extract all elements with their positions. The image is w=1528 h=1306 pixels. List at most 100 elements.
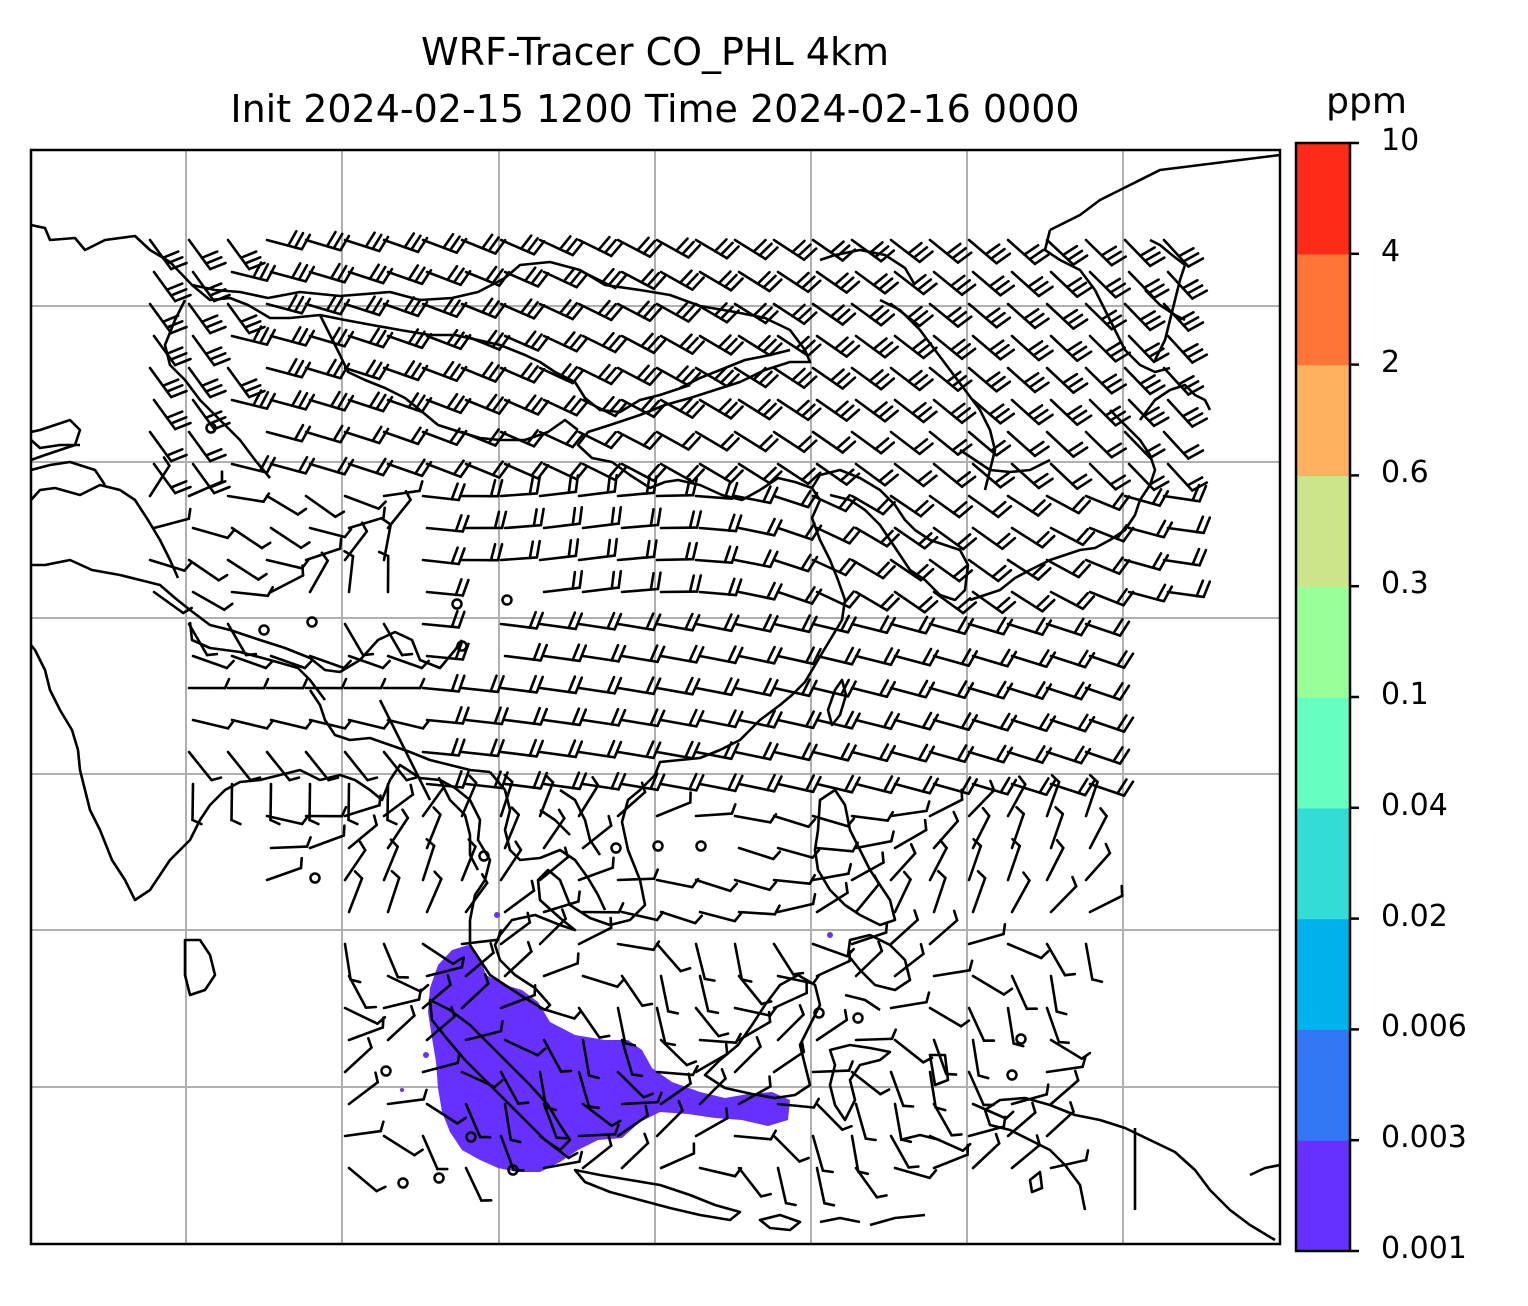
wind-barb-flag [613, 537, 619, 557]
wind-barb-flag [539, 643, 549, 662]
wind-barb-flag [901, 1104, 915, 1108]
wind-barb-flag [539, 707, 549, 726]
wind-barb-shaft [382, 489, 421, 498]
wind-barb-shaft [733, 1006, 772, 1017]
wind-barb-flag [165, 255, 184, 265]
wind-barb-flag [454, 577, 463, 597]
wind-barb-shaft [347, 516, 385, 530]
wind-barb-shaft [347, 1026, 385, 1042]
wind-barb-flag [208, 261, 227, 271]
wind-barb-shaft [464, 881, 489, 914]
wind-barb-flag [491, 460, 504, 477]
wind-barb-flag [183, 561, 193, 572]
wind-barb-flag [868, 305, 884, 319]
wind-barb-shaft [343, 942, 352, 981]
wind-barb-flag [381, 267, 394, 285]
wind-barb-shaft [698, 910, 737, 923]
wind-barb-shaft [967, 366, 998, 393]
wind-barb-flag [798, 1156, 810, 1163]
wind-barb-shaft [698, 1077, 727, 1106]
wind-barb-flag [161, 314, 180, 324]
wind-barb-shaft [971, 398, 1002, 425]
wind-barb-flag [881, 851, 885, 864]
wind-barb-flag [454, 769, 463, 789]
wind-barb-flag [532, 770, 542, 789]
wind-barb-flag [713, 366, 728, 381]
wind-barb-flag [461, 642, 470, 661]
wind-barb-flag [720, 1068, 727, 1080]
wind-barb-flag [1114, 287, 1131, 299]
wind-barb-flag [684, 541, 692, 561]
wind-barb-flag [422, 1088, 428, 1101]
wind-barb-flag [450, 673, 459, 693]
wind-barb-flag [325, 230, 337, 248]
wind-barb-flag [1104, 842, 1112, 855]
wind-barb-flag [1198, 484, 1208, 503]
wind-barb-flag [530, 269, 543, 285]
wind-barb-flag [681, 368, 695, 384]
wind-barb-shaft [655, 493, 695, 498]
wind-barb-flag [875, 497, 890, 512]
wind-barb-flag [1105, 314, 1123, 326]
wind-barb-shaft [737, 1166, 763, 1198]
wind-barb-flag [766, 581, 776, 600]
wind-barb-shaft [772, 238, 806, 262]
wind-barb-shaft [620, 1100, 660, 1106]
wind-barb-shaft [889, 1134, 910, 1169]
wind-barb-flag [497, 462, 511, 479]
wind-barb-flag [597, 363, 611, 380]
wind-barb-shaft [308, 559, 330, 594]
wind-barb-shaft [499, 238, 536, 256]
wind-barb-flag [414, 330, 426, 347]
wind-barb-shaft [815, 1102, 844, 1131]
wind-barb-flag [536, 271, 550, 288]
wind-barb-flag [995, 380, 1012, 393]
wind-barb-flag [681, 432, 695, 448]
wind-barb-flag [591, 775, 600, 787]
wind-barb-flag [841, 590, 856, 606]
wind-barb-flag [1110, 255, 1127, 267]
wind-barb-flag [752, 366, 767, 381]
wind-barb-shaft [503, 398, 540, 416]
wind-barb-shaft [382, 942, 400, 979]
wind-barb-flag [1061, 372, 1079, 385]
wind-barb-flag [729, 277, 744, 292]
wind-barb-shaft [893, 1166, 931, 1180]
wind-barb-shaft [382, 998, 421, 1010]
wind-barb-flag [623, 1042, 637, 1047]
wind-barb-flag [169, 261, 188, 271]
wind-barb-flag [795, 271, 810, 286]
wind-barb-flag [1071, 496, 1085, 512]
wind-barb-flag [1041, 598, 1056, 613]
wind-barb-flag [806, 279, 822, 294]
wind-barb-flag [919, 567, 935, 582]
wind-barb-shaft [265, 558, 304, 570]
wind-barb-flag [800, 553, 812, 571]
wind-barb-flag [320, 551, 330, 563]
wind-barb-shaft [542, 334, 578, 353]
wind-barb-flag [334, 510, 346, 519]
wind-barb-shaft [1049, 1038, 1084, 1060]
wind-barb-flag [956, 680, 968, 698]
wind-barb-flag [645, 740, 655, 759]
wind-barb-shaft [655, 1109, 684, 1138]
wind-barb-flag [305, 836, 312, 848]
wind-barb-flag [1148, 384, 1166, 396]
wind-barb-shaft [971, 270, 1002, 297]
wind-barb-shaft [1010, 334, 1041, 362]
wind-barb-shaft [776, 270, 810, 294]
wind-barb-flag [1198, 548, 1208, 567]
wind-barb-shaft [503, 523, 543, 530]
wind-barb-flag [1152, 352, 1170, 364]
wind-barb-shaft [815, 334, 848, 358]
colorbar-segment [1296, 1029, 1350, 1141]
wind-barb-flag [766, 709, 776, 728]
wind-barb-flag [1143, 379, 1161, 391]
wind-barb-flag [1022, 871, 1031, 882]
wind-barb-flag [649, 708, 659, 727]
wind-barb-flag [878, 405, 894, 419]
wind-barb-flag [1077, 777, 1089, 795]
wind-barb-flag [951, 247, 968, 260]
wind-barb-flag [446, 392, 459, 410]
wind-barb-flag [928, 777, 940, 795]
